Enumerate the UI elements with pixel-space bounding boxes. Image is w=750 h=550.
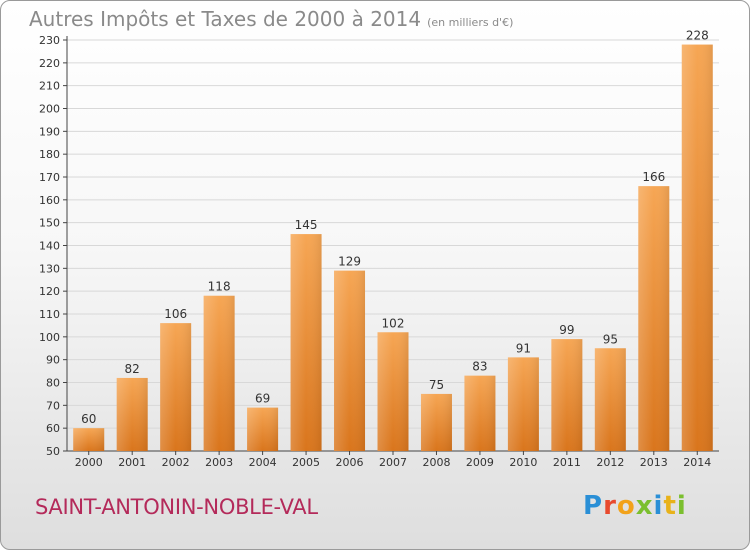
bar-shade [594,348,626,451]
y-tick-label: 130 [39,262,60,275]
y-tick-label: 110 [39,308,60,321]
y-tick-label: 190 [39,125,60,138]
y-tick-label: 200 [39,103,60,116]
x-tick-label: 2003 [205,456,233,469]
y-tick-label: 60 [46,422,60,435]
y-tick-label: 80 [46,377,60,390]
y-tick-label: 210 [39,80,60,93]
x-tick-label: 2004 [249,456,277,469]
x-tick-label: 2008 [422,456,450,469]
y-tick-label: 50 [46,445,60,458]
bar-shade [638,186,670,451]
x-tick-label: 2011 [553,456,581,469]
bar-shade [334,270,366,451]
y-tick-label: 150 [39,217,60,230]
chart-title-block: Autres Impôts et Taxes de 2000 à 2014 (en… [29,7,513,31]
y-tick-label: 120 [39,285,60,298]
y-tick-label: 230 [39,34,60,47]
data-label: 60 [81,412,96,426]
y-tick-label: 100 [39,331,60,344]
data-label: 83 [472,360,487,374]
data-label: 95 [603,332,618,346]
y-tick-label: 220 [39,57,60,70]
bar-shade [551,339,583,451]
y-tick-label: 170 [39,171,60,184]
logo-letter: o [616,491,636,521]
proxiti-logo: Proxiti [583,491,687,521]
logo-letter: t [663,491,677,521]
bar-shade [160,323,192,451]
chart-unit: (en milliers d'€) [427,16,514,29]
bar-shade [73,428,105,451]
bar-shade [377,332,409,451]
x-tick-label: 2014 [683,456,711,469]
data-label: 91 [516,341,531,355]
bar-shade [464,375,496,451]
y-tick-label: 160 [39,194,60,207]
y-tick-labels: 50 60 70 80 90 100 110 120 130 140 150 160 170 180 190… [39,34,60,458]
x-tick-label: 2001 [118,456,146,469]
data-labels: 60 82 106 118 69 145 129 102 75 83 91 99 95 166 228 [81,29,709,427]
y-tick-label: 180 [39,148,60,161]
bars [73,44,713,452]
bar-shade [290,234,322,451]
x-tick-labels: 2000 2001 2002 2003 2004 2005 2006 2007 2008 2009… [75,451,711,469]
x-tick-label: 2010 [509,456,537,469]
logo-letter: x [635,491,654,521]
commune-name: SAINT-ANTONIN-NOBLE-VAL [35,495,318,519]
data-label: 82 [125,362,140,376]
data-label: 106 [164,307,187,321]
data-label: 75 [429,378,444,392]
x-tick-label: 2013 [640,456,668,469]
logo-letter: i [676,491,687,521]
y-tick-label: 70 [46,399,60,412]
y-tick-label: 140 [39,240,60,253]
data-label: 166 [642,170,665,184]
x-tick-label: 2000 [75,456,103,469]
x-tick-label: 2005 [292,456,320,469]
logo-letter: P [583,491,604,521]
chart-title: Autres Impôts et Taxes de 2000 à 2014 [29,7,422,31]
y-tick-label: 90 [46,354,60,367]
data-label: 129 [338,255,361,269]
bar-shade [420,393,452,451]
x-tick-label: 2012 [596,456,624,469]
data-label: 69 [255,392,270,406]
data-label: 118 [208,280,231,294]
data-label: 228 [686,29,709,43]
logo-letter: i [653,491,664,521]
x-tick-label: 2006 [336,456,364,469]
data-label: 102 [382,316,405,330]
data-label: 145 [295,218,318,232]
bar-shade [681,44,713,452]
data-label: 99 [559,323,574,337]
bar-shade [507,357,539,451]
bar-shade [247,407,279,451]
logo-letter: r [603,491,617,521]
bar-shade [203,295,235,451]
x-tick-label: 2002 [162,456,190,469]
x-tick-label: 2009 [466,456,494,469]
bar-shade [116,377,148,451]
x-tick-label: 2007 [379,456,407,469]
